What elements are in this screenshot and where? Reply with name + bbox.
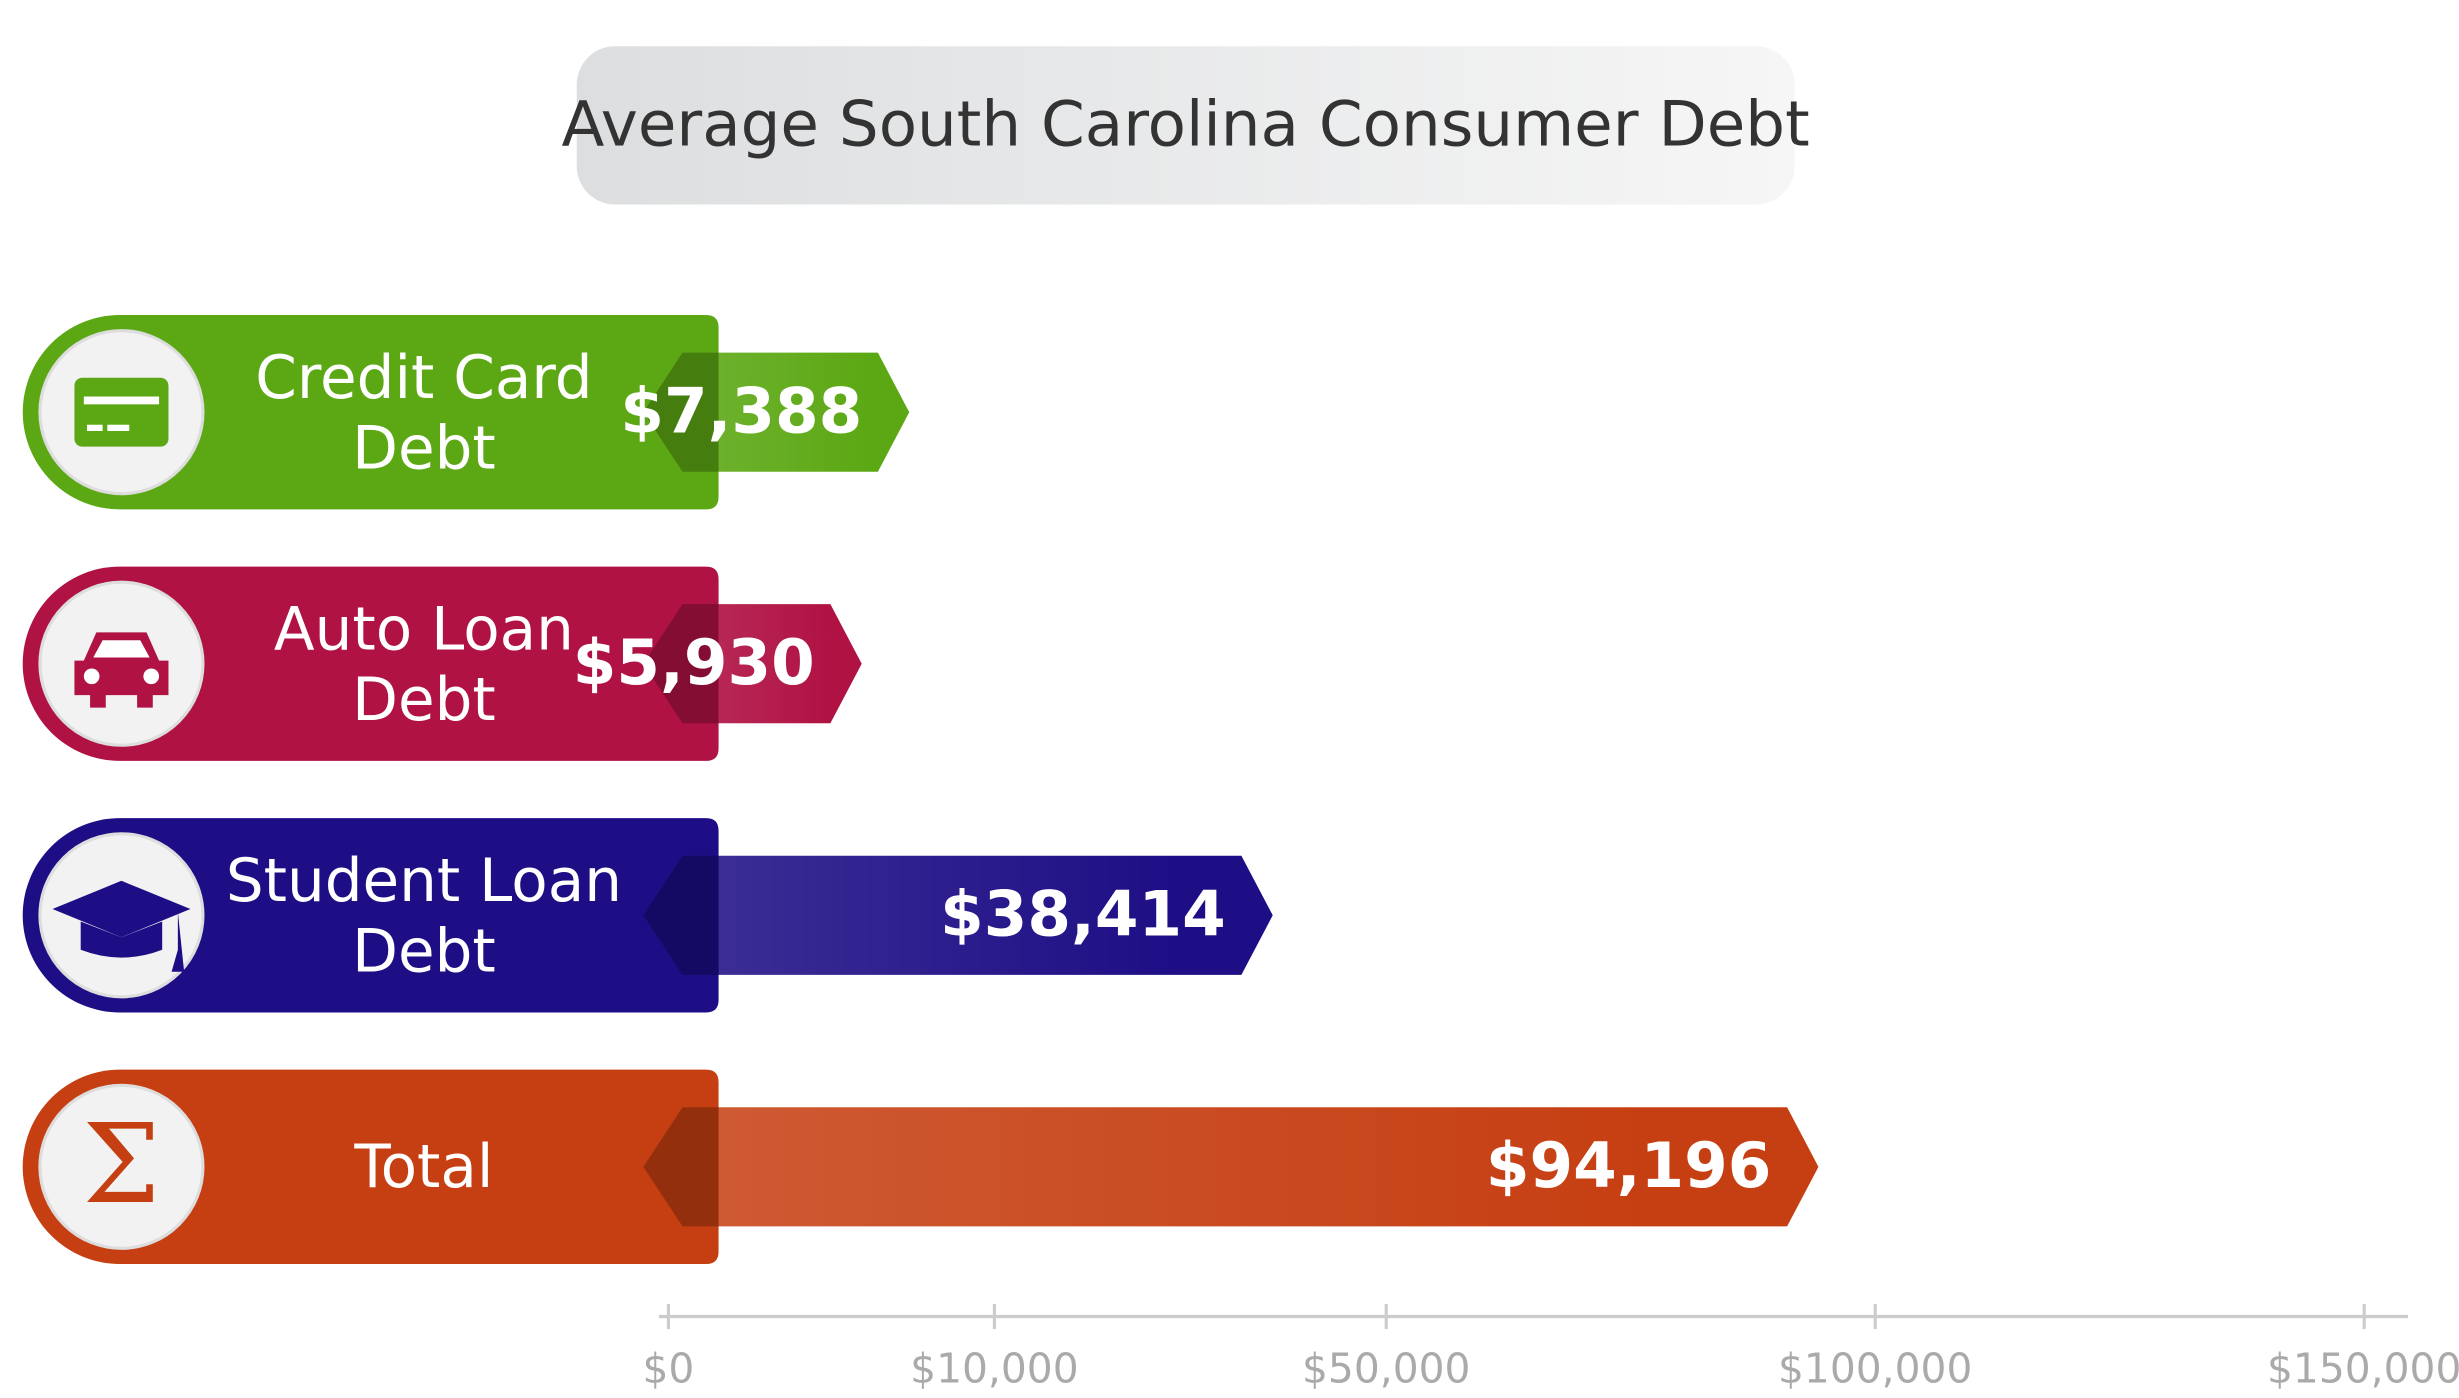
notch [643,1107,719,1227]
notch [643,604,719,724]
icon [74,377,169,447]
title-box [572,41,1800,210]
category-label: Student Loan Debt [226,847,622,987]
category-label: Auto Loan Debt [274,596,574,736]
value-label: $38,414 [940,877,1226,950]
row: Σ Total $94,196 [22,1069,1772,1264]
value-label: $94,196 [1486,1129,1772,1202]
icon [52,880,191,972]
category-label: Credit Card Debt [255,344,592,484]
label-pill [22,1069,719,1264]
bar [643,1107,1819,1227]
label-pill [22,818,719,1013]
label-pill [22,566,719,761]
row: Credit Card Debt $7,388 [22,315,862,510]
bar [643,855,1273,975]
value-label: $5,930 [573,626,815,699]
icon-circle [38,1083,205,1250]
label-pill [22,315,719,510]
icon: Σ [83,1100,161,1228]
category-label: Total [353,1133,493,1202]
row: Student Loan Debt $38,414 [22,818,1226,1013]
x-tick-label: $50,000 [1302,1344,1470,1392]
value-label: $7,388 [620,374,862,447]
x-tick-label: $10,000 [910,1344,1078,1392]
notch [643,855,719,975]
chart-title: Average South Carolina Consumer Debt [562,88,1810,161]
x-tick-label: $150,000 [2267,1344,2459,1392]
svg-text:Σ: Σ [83,1100,161,1228]
row: Auto Loan Debt$5,930 [22,566,815,761]
x-tick-label: $100,000 [1778,1344,1972,1392]
icon [74,632,169,708]
notch [643,352,719,472]
x-tick-label: $0 [642,1344,694,1392]
